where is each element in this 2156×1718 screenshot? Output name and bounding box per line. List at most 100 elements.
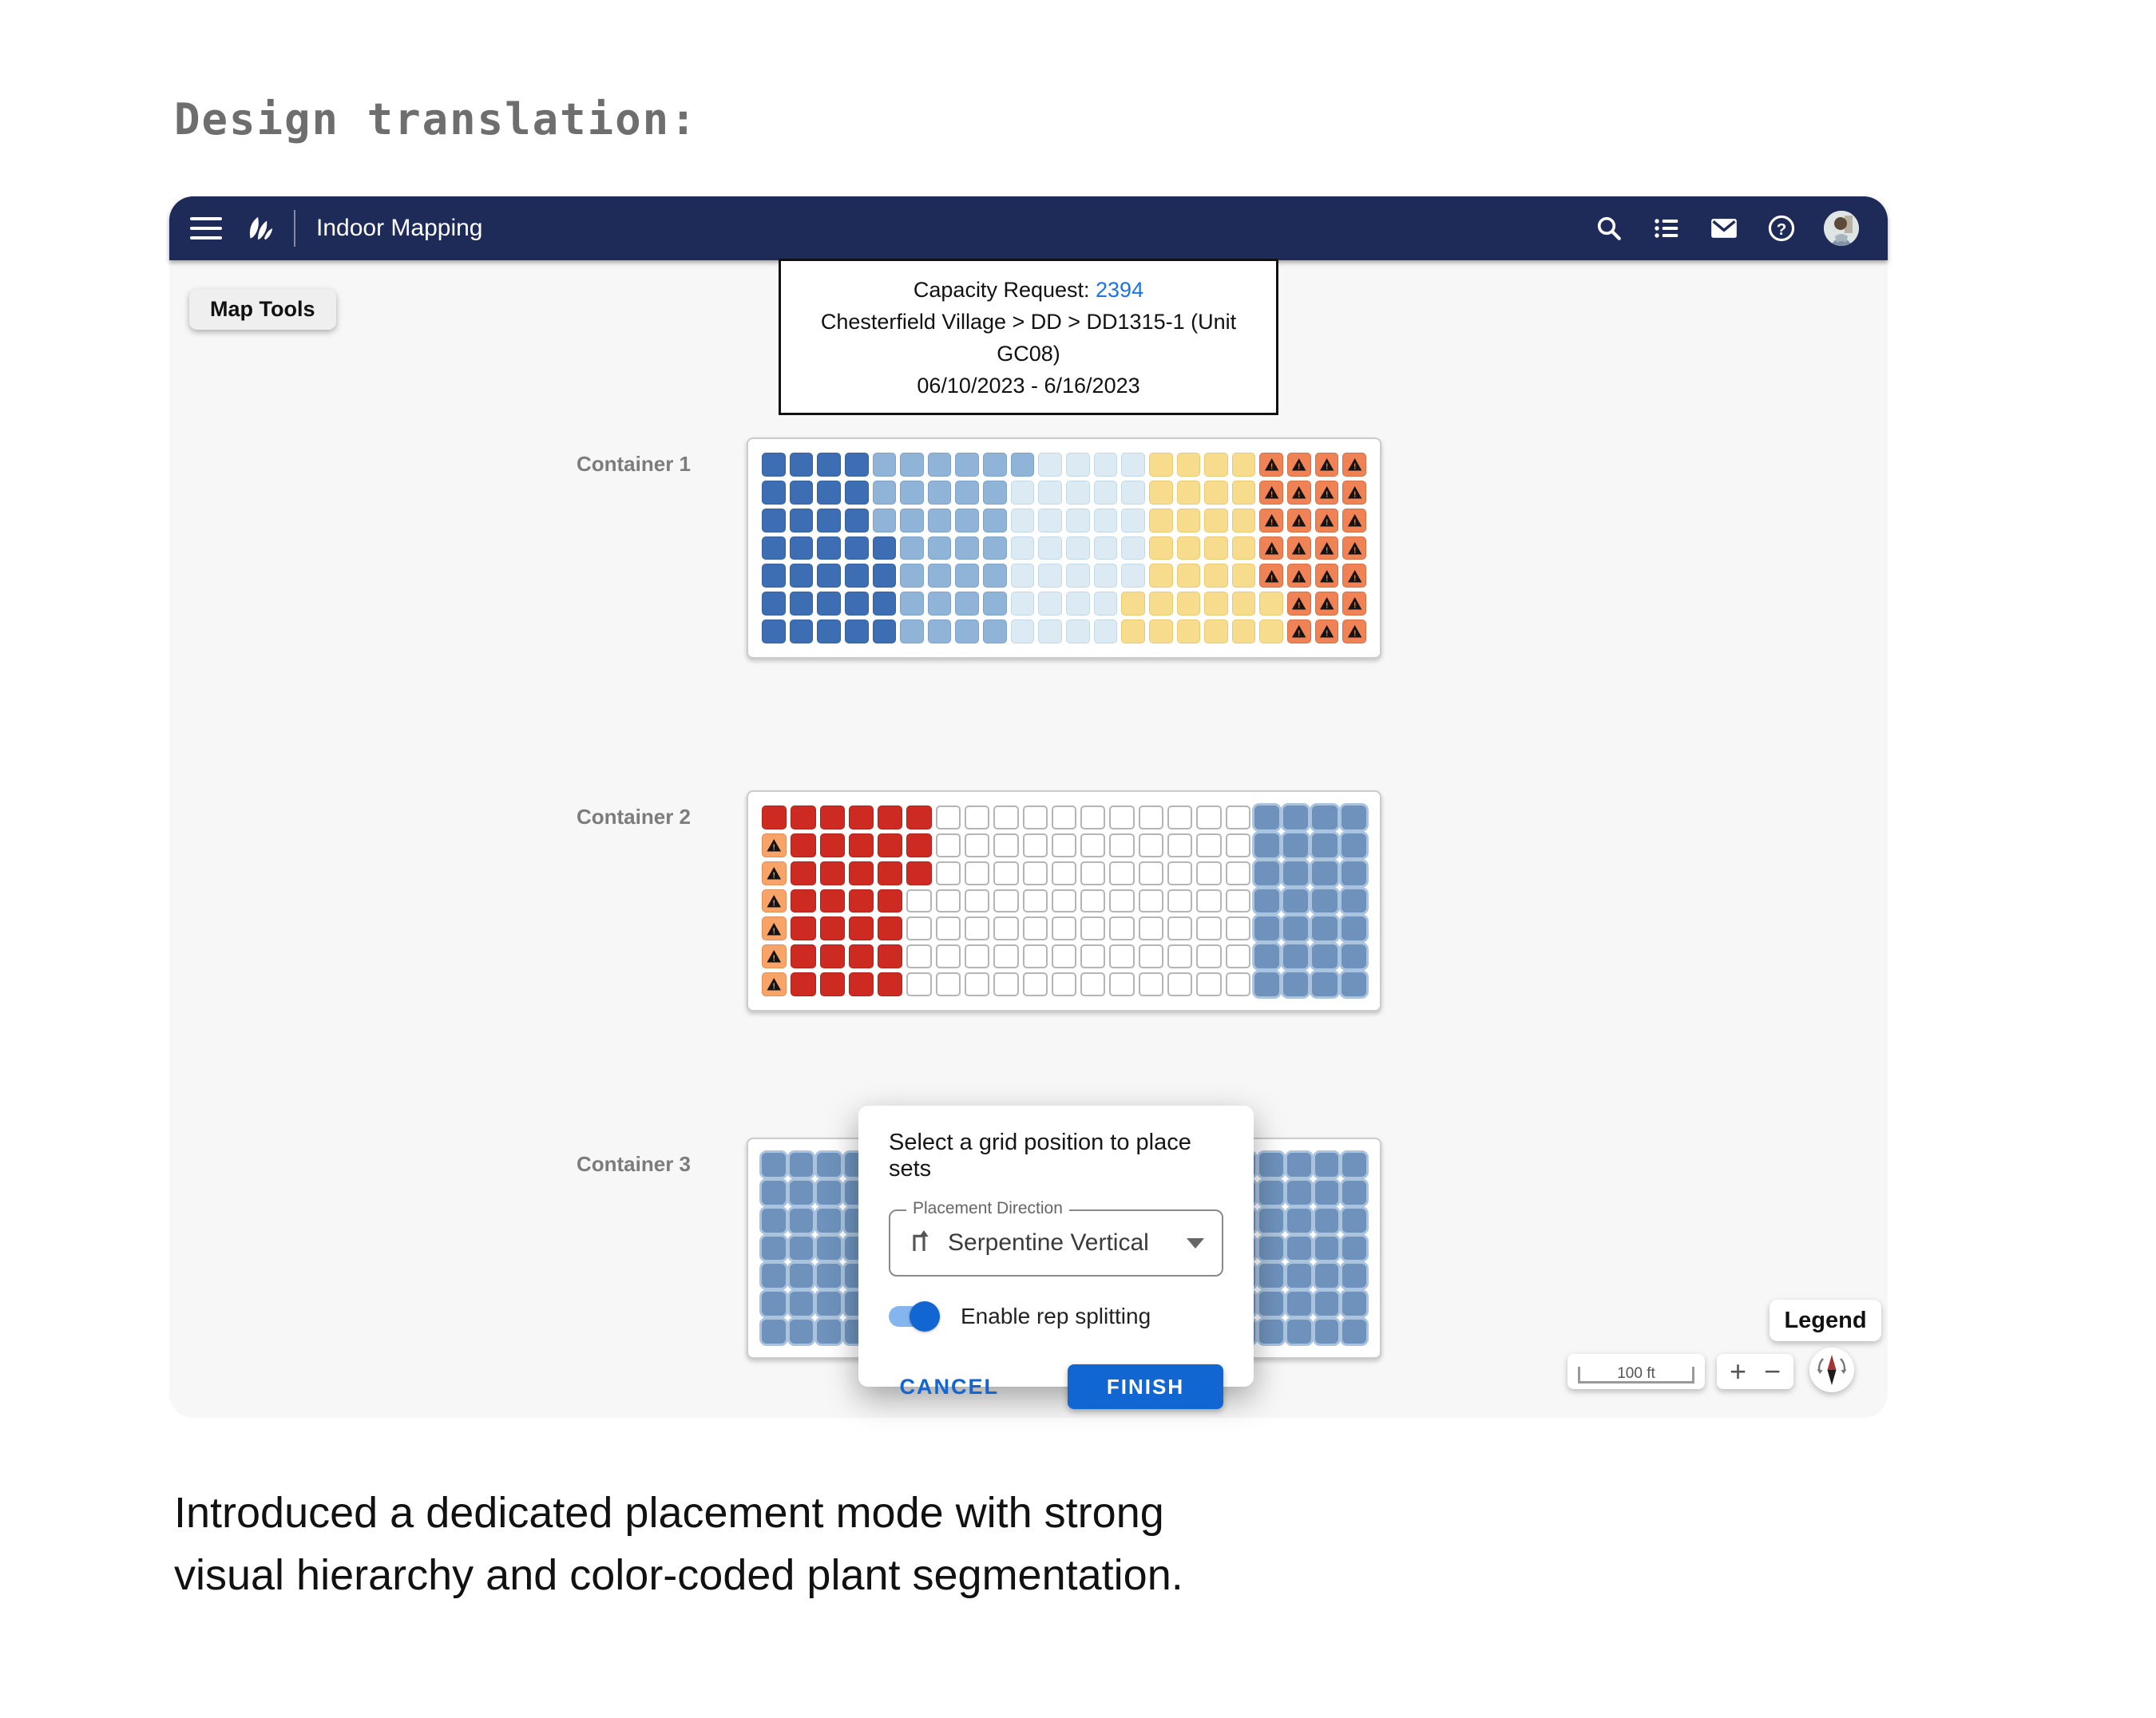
- grid-cell[interactable]: [906, 833, 932, 857]
- grid-cell[interactable]: [1254, 833, 1280, 857]
- grid-cell[interactable]: [878, 972, 903, 996]
- grid-cell[interactable]: [1121, 564, 1145, 588]
- grid-cell[interactable]: [993, 861, 1019, 885]
- grid-cell[interactable]: [1196, 972, 1222, 996]
- grid-cell[interactable]: [1093, 564, 1118, 588]
- grid-cell[interactable]: [983, 536, 1007, 560]
- grid-cell[interactable]: [789, 620, 814, 643]
- grid-cell[interactable]: [1341, 833, 1366, 857]
- grid-cell[interactable]: [1225, 889, 1250, 913]
- grid-cell[interactable]: [819, 806, 845, 829]
- grid-cell[interactable]: [762, 806, 787, 829]
- grid-cell[interactable]: [878, 806, 903, 829]
- grid-cell[interactable]: [1312, 944, 1338, 969]
- grid-cell[interactable]: [1196, 806, 1222, 829]
- grid-cell[interactable]: [900, 508, 924, 532]
- grid-cell[interactable]: [965, 916, 990, 941]
- grid-cell[interactable]: [1259, 620, 1284, 643]
- grid-cell[interactable]: [1167, 889, 1193, 913]
- grid-cell[interactable]: !: [1314, 453, 1339, 477]
- grid-cell[interactable]: [1010, 592, 1035, 616]
- grid-cell[interactable]: [848, 806, 874, 829]
- grid-cell[interactable]: [762, 1180, 786, 1205]
- grid-cell[interactable]: [1010, 508, 1035, 532]
- grid-cell[interactable]: [1204, 508, 1228, 532]
- grid-cell[interactable]: [1314, 1153, 1339, 1177]
- grid-cell[interactable]: [1254, 944, 1280, 969]
- grid-cell[interactable]: [1342, 1208, 1366, 1233]
- grid-cell[interactable]: [1176, 592, 1201, 616]
- grid-cell[interactable]: [817, 1264, 841, 1288]
- grid-cell[interactable]: [789, 1292, 814, 1316]
- grid-cell[interactable]: [1314, 1264, 1339, 1288]
- mail-icon[interactable]: [1709, 213, 1739, 243]
- grid-cell[interactable]: [1022, 972, 1048, 996]
- grid-cell[interactable]: [872, 592, 897, 616]
- grid-cell[interactable]: [1314, 1292, 1339, 1316]
- grid-cell[interactable]: [1314, 1208, 1339, 1233]
- grid-cell[interactable]: [844, 564, 869, 588]
- grid-cell[interactable]: [1287, 1264, 1311, 1288]
- grid-cell[interactable]: [817, 508, 841, 532]
- grid-cell[interactable]: [789, 1180, 814, 1205]
- grid-cell[interactable]: [993, 916, 1019, 941]
- grid-cell[interactable]: [1341, 861, 1366, 885]
- grid-cell[interactable]: [993, 833, 1019, 857]
- grid-cell[interactable]: !: [1342, 480, 1366, 505]
- grid-cell[interactable]: [819, 861, 845, 885]
- finish-button[interactable]: FINISH: [1068, 1364, 1223, 1409]
- grid-cell[interactable]: [791, 889, 816, 913]
- grid-cell[interactable]: [1167, 944, 1193, 969]
- grid-cell[interactable]: [1138, 861, 1163, 885]
- grid-cell[interactable]: [1341, 944, 1366, 969]
- grid-cell[interactable]: [1167, 861, 1193, 885]
- grid-cell[interactable]: [872, 453, 897, 477]
- grid-cell[interactable]: [1066, 620, 1090, 643]
- grid-cell[interactable]: !: [1314, 508, 1339, 532]
- grid-cell[interactable]: [1148, 564, 1173, 588]
- grid-cell[interactable]: [1010, 453, 1035, 477]
- grid-cell[interactable]: [1022, 889, 1048, 913]
- grid-cell[interactable]: !: [762, 861, 787, 885]
- grid-cell[interactable]: [817, 1180, 841, 1205]
- grid-cell[interactable]: [993, 806, 1019, 829]
- grid-cell[interactable]: [1138, 916, 1163, 941]
- grid-cell[interactable]: [819, 944, 845, 969]
- grid-cell[interactable]: [1148, 480, 1173, 505]
- grid-cell[interactable]: [1231, 620, 1256, 643]
- grid-cell[interactable]: [1176, 508, 1201, 532]
- grid-cell[interactable]: [1231, 508, 1256, 532]
- grid-cell[interactable]: [1283, 889, 1309, 913]
- grid-cell[interactable]: [955, 536, 980, 560]
- grid-cell[interactable]: [789, 1320, 814, 1344]
- grid-cell[interactable]: [1066, 508, 1090, 532]
- grid-cell[interactable]: [900, 453, 924, 477]
- grid-cell[interactable]: [848, 916, 874, 941]
- grid-cell[interactable]: [1287, 1320, 1311, 1344]
- grid-cell[interactable]: [1312, 972, 1338, 996]
- search-icon[interactable]: [1594, 213, 1624, 243]
- grid-cell[interactable]: !: [1259, 564, 1284, 588]
- grid-cell[interactable]: [1038, 453, 1062, 477]
- grid-cell[interactable]: [789, 1236, 814, 1261]
- map-tools-button[interactable]: Map Tools: [189, 289, 336, 330]
- grid-cell[interactable]: !: [1287, 508, 1311, 532]
- avatar[interactable]: [1824, 211, 1859, 246]
- grid-cell[interactable]: [1287, 1180, 1311, 1205]
- grid-cell[interactable]: [872, 620, 897, 643]
- grid-cell[interactable]: [1204, 453, 1228, 477]
- grid-cell[interactable]: [1196, 861, 1222, 885]
- grid-cell[interactable]: [1283, 861, 1309, 885]
- placement-direction-select[interactable]: Placement Direction Serpentine Vertical: [889, 1199, 1223, 1277]
- grid-cell[interactable]: [1167, 916, 1193, 941]
- grid-cell[interactable]: [1287, 1292, 1311, 1316]
- grid-cell[interactable]: [844, 620, 869, 643]
- grid-cell[interactable]: !: [762, 944, 787, 969]
- grid-cell[interactable]: [1066, 536, 1090, 560]
- grid-cell[interactable]: [1066, 564, 1090, 588]
- grid-cell[interactable]: [906, 889, 932, 913]
- grid-cell[interactable]: [1038, 592, 1062, 616]
- grid-cell[interactable]: [1342, 1264, 1366, 1288]
- grid-cell[interactable]: [1093, 480, 1118, 505]
- grid-cell[interactable]: [1080, 916, 1106, 941]
